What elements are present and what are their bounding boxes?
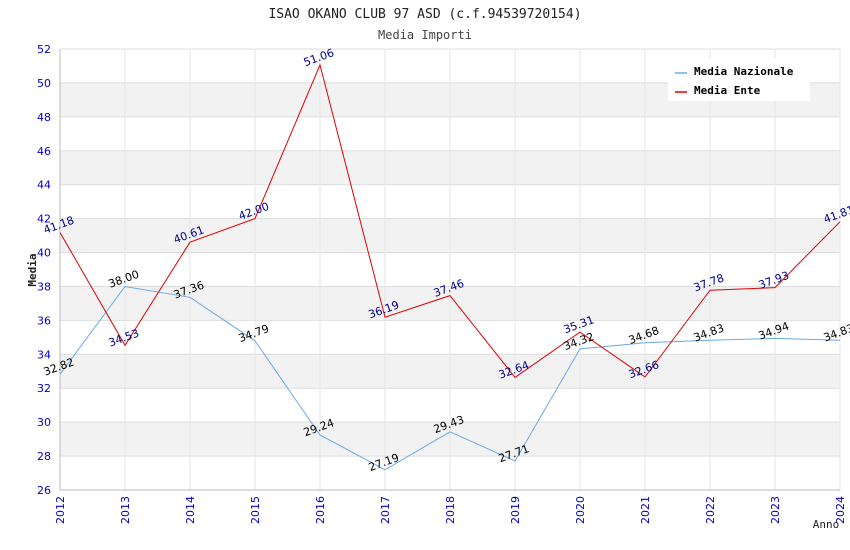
- series-line-media-nazionale: [59, 285, 841, 471]
- legend-box: [668, 59, 810, 101]
- x-axis-label: Anno: [813, 518, 840, 531]
- y-tick-label: 46: [37, 145, 51, 158]
- y-tick-label: 30: [37, 416, 51, 429]
- y-tick-label: 34: [37, 348, 51, 361]
- chart-subtitle: Media Importi: [378, 28, 472, 42]
- x-tick-label: 2013: [119, 496, 132, 524]
- data-label-media-nazionale: 34.83: [822, 321, 850, 344]
- y-tick-label: 38: [37, 280, 51, 293]
- x-tick-label: 2018: [444, 496, 457, 524]
- y-tick-label: 50: [37, 77, 51, 90]
- y-tick-label: 42: [37, 213, 51, 226]
- chart-title: ISAO OKANO CLUB 97 ASD (c.f.94539720154): [268, 7, 581, 22]
- x-tick-label: 2012: [54, 496, 67, 524]
- x-tick-labels: 2012 2013 2014 2015 2016 2017 2018 2019 2020 2021…: [54, 496, 847, 524]
- x-tick-label: 2020: [574, 496, 587, 524]
- data-label-media-nazionale: 34.79: [237, 322, 271, 345]
- data-label-media-nazionale: 34.83: [692, 321, 726, 344]
- y-tick-label: 36: [37, 314, 51, 327]
- series-lines: [59, 63, 841, 471]
- y-tick-labels: 26 28 30 32 34 36 38 40 42 44 46 48 50 52: [37, 43, 51, 497]
- x-tick-label: 2022: [704, 496, 717, 524]
- data-label-media-ente: 34.53: [107, 327, 141, 350]
- data-label-media-ente: 51.06: [302, 46, 336, 69]
- data-label-media-nazionale: 34.68: [627, 324, 661, 347]
- y-tick-label: 32: [37, 382, 51, 395]
- grid-lines: [59, 48, 841, 491]
- y-tick-label: 28: [37, 450, 51, 463]
- y-tick-label: 52: [37, 43, 51, 56]
- legend: Media Nazionale Media Ente: [668, 59, 810, 101]
- x-tick-label: 2024: [834, 496, 847, 524]
- x-tick-label: 2023: [769, 496, 782, 524]
- x-tick-label: 2016: [314, 496, 327, 524]
- legend-label-media-ente: Media Ente: [694, 84, 761, 97]
- y-axis-label: Media: [26, 253, 39, 286]
- x-tick-label: 2017: [379, 496, 392, 524]
- x-tick-label: 2014: [184, 496, 197, 524]
- x-tick-label: 2019: [509, 496, 522, 524]
- y-tick-label: 48: [37, 111, 51, 124]
- x-tick-label: 2015: [249, 496, 262, 524]
- y-tick-label: 40: [37, 247, 51, 260]
- axes: [59, 49, 840, 491]
- legend-label-media-nazionale: Media Nazionale: [694, 65, 794, 78]
- y-tick-label: 26: [37, 484, 51, 497]
- x-tick-label: 2021: [639, 496, 652, 524]
- series-line-media-ente: [59, 63, 841, 379]
- y-tick-label: 44: [37, 179, 51, 192]
